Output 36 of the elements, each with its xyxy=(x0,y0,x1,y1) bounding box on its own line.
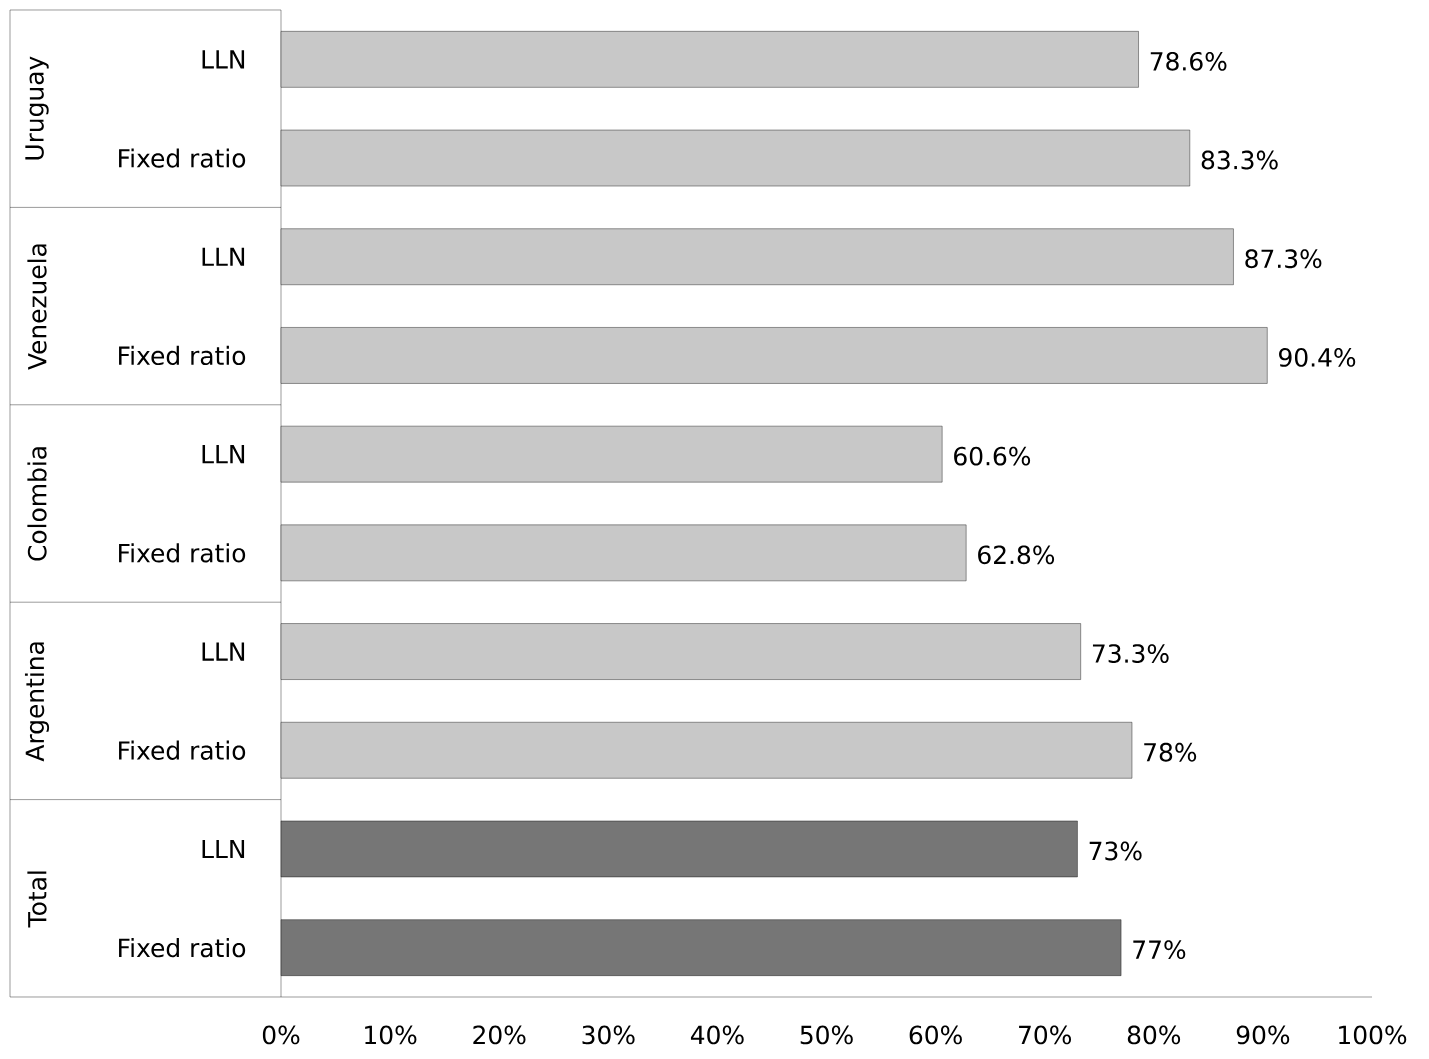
text: Uruguay xyxy=(25,56,49,160)
x-tick-label: 40% xyxy=(690,1025,744,1045)
data-label: 87.3% xyxy=(1245,249,1322,269)
data-label: 78.6% xyxy=(1150,51,1227,71)
x-tick-label: 10% xyxy=(365,1025,417,1045)
data-label: 60.6% xyxy=(954,446,1031,466)
x-tick-label: 100% xyxy=(1339,1025,1407,1045)
y-tick-label: Fixed ratio xyxy=(119,148,246,168)
x-tick-label: 70% xyxy=(1019,1025,1072,1045)
data-label: 83.3% xyxy=(1201,150,1278,170)
y-tick-label: LLN xyxy=(202,50,245,69)
x-tick-label: 90% xyxy=(1236,1025,1290,1045)
x-tick-label: 80% xyxy=(1127,1025,1181,1045)
data-label: 62.8% xyxy=(978,545,1055,565)
y-tick-label: Fixed ratio xyxy=(119,740,246,760)
data-label: 73.3% xyxy=(1092,644,1169,663)
data-label: 77% xyxy=(1133,940,1186,960)
text: Colombia xyxy=(27,447,47,561)
y-tick-label: LLN xyxy=(202,247,245,266)
data-label: 78% xyxy=(1144,742,1197,762)
x-tick-label: 50% xyxy=(800,1025,853,1045)
y-tick-label: Fixed ratio xyxy=(119,938,246,958)
y-tick-label: LLN xyxy=(202,445,245,464)
data-label: 90.4% xyxy=(1279,348,1356,367)
x-tick-label: 30% xyxy=(582,1025,635,1045)
y-tick-label: LLN xyxy=(202,642,245,661)
y-tick-label: Fixed ratio xyxy=(119,345,246,366)
text: Total xyxy=(27,871,47,928)
text: Venezuela xyxy=(27,244,47,370)
x-tick-label: 0% xyxy=(262,1025,300,1045)
y-tick-label: LLN xyxy=(202,839,245,859)
x-tick-label: 60% xyxy=(909,1025,962,1045)
text: Argentina xyxy=(24,642,50,762)
y-tick-label: Fixed ratio xyxy=(119,543,246,563)
data-label: 73% xyxy=(1089,841,1142,861)
x-tick-label: 20% xyxy=(473,1025,526,1045)
